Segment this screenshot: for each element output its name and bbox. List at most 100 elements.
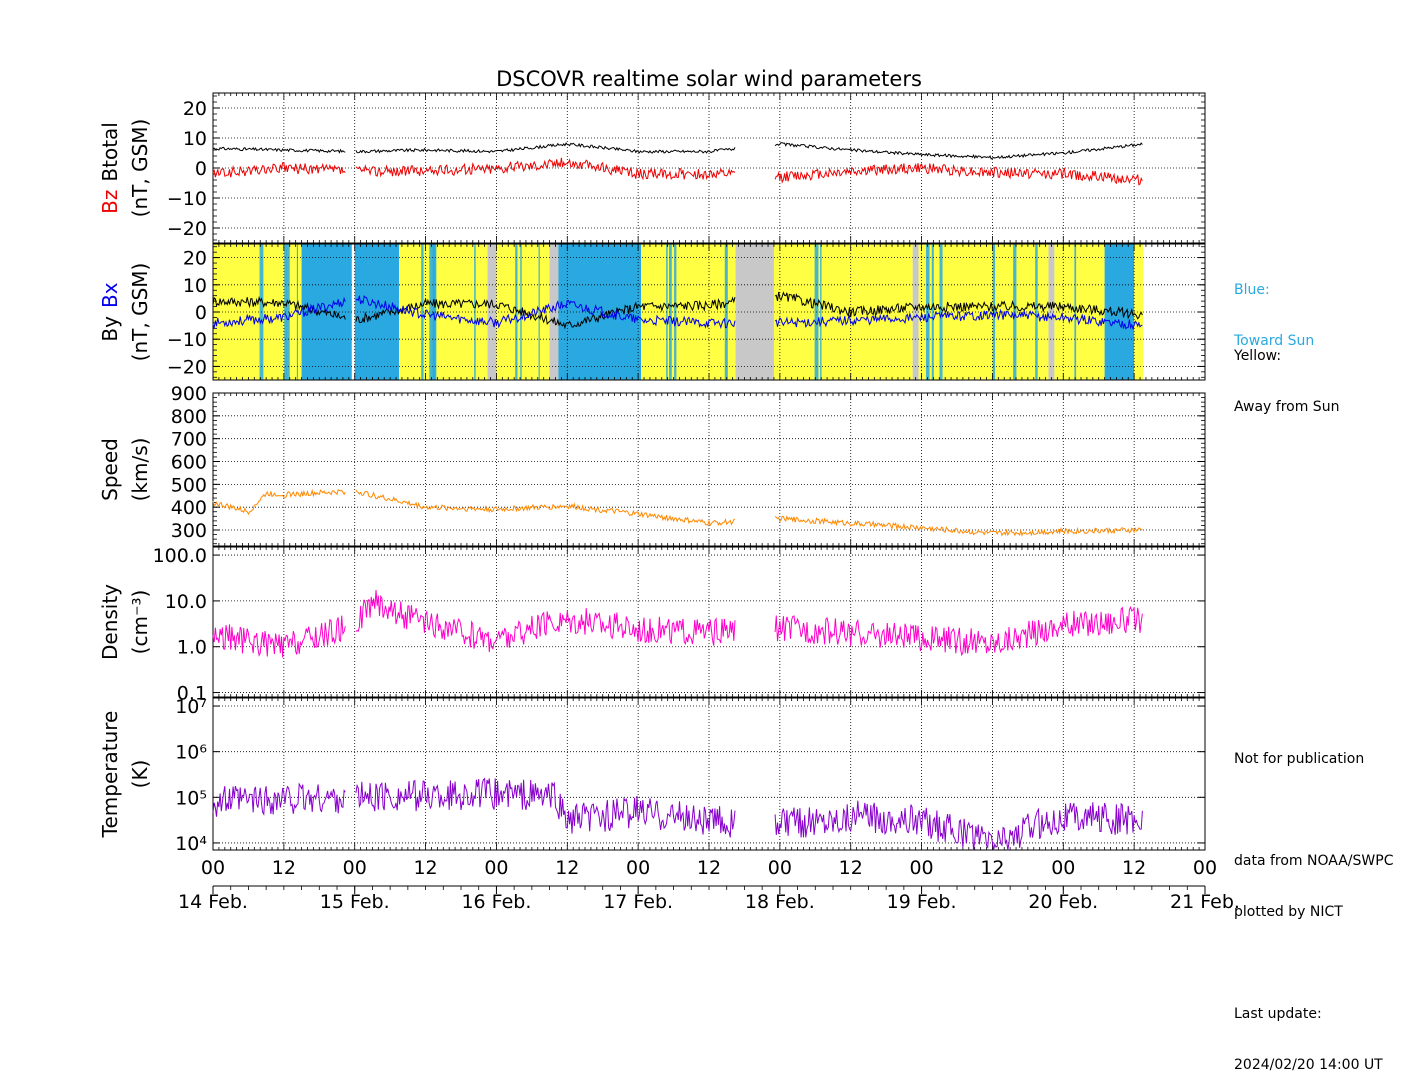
panel-temperature: 10⁷ 10⁶ 10⁵ 10⁴ Temperature (K) bbox=[98, 696, 1206, 855]
y-axis-unit: (km/s) bbox=[128, 438, 152, 502]
x-hour-label: 00 bbox=[768, 857, 792, 879]
credits-note: Not for publication data from NOAA/SWPC … bbox=[1234, 717, 1393, 1091]
sector-stripe bbox=[931, 244, 934, 380]
blue-title: Blue: bbox=[1234, 282, 1270, 298]
y-tick-label: 800 bbox=[171, 406, 207, 428]
sector-stripe bbox=[538, 244, 540, 380]
y-tick-label: 700 bbox=[171, 429, 207, 451]
sector-stripe bbox=[595, 244, 597, 380]
y-tick-label: 10⁵ bbox=[175, 787, 207, 809]
y-axis-unit: (cm⁻³) bbox=[128, 590, 152, 655]
x-hour-label: 12 bbox=[697, 857, 721, 879]
x-hour-label: 12 bbox=[272, 857, 296, 879]
y-tick-label: 0.1 bbox=[177, 683, 207, 705]
y-axis-unit: (nT, GSM) bbox=[128, 119, 152, 218]
series-speed bbox=[212, 488, 1143, 537]
series-density bbox=[212, 589, 1143, 658]
x-hour-label: 12 bbox=[413, 857, 437, 879]
yellow-text: Away from Sun bbox=[1234, 399, 1340, 415]
last-update-value: 2024/02/20 14:00 UT bbox=[1234, 1057, 1383, 1073]
y-axis-label-b: Bx bbox=[98, 282, 122, 308]
last-update-label: Last update: bbox=[1234, 1006, 1322, 1022]
panel-magnetic_field_total: 20 10 0 −10 −20 Bz Btotal (nT, GSM) bbox=[98, 92, 1206, 244]
y-tick-label: −10 bbox=[167, 188, 207, 210]
sector-stripe bbox=[1035, 244, 1038, 380]
x-hour-label: 00 bbox=[1193, 857, 1217, 879]
y-axis-label-a: By bbox=[98, 316, 122, 342]
y-axis-unit: (K) bbox=[128, 760, 152, 789]
y-tick-label: 10⁴ bbox=[175, 833, 207, 855]
x-hour-label: 12 bbox=[980, 857, 1004, 879]
y-tick-label: 10 bbox=[183, 128, 207, 150]
blue-text: Toward Sun bbox=[1234, 333, 1315, 349]
y-tick-label: 0 bbox=[195, 158, 207, 180]
y-axis-label-a: Bz bbox=[98, 190, 122, 214]
x-hour-label: 00 bbox=[1051, 857, 1075, 879]
x-hour-label: 00 bbox=[626, 857, 650, 879]
not-for-publication: Not for publication bbox=[1234, 751, 1365, 767]
yellow-sector-note: Yellow: Away from Sun bbox=[1234, 314, 1339, 433]
series-temperature bbox=[212, 777, 1143, 851]
y-tick-label: 500 bbox=[171, 474, 207, 496]
y-tick-label: 10 bbox=[183, 275, 207, 297]
x-hour-label: 12 bbox=[555, 857, 579, 879]
x-date-label: 17 Feb. bbox=[603, 891, 673, 913]
sector-stripe bbox=[1074, 244, 1077, 380]
y-tick-label: −20 bbox=[167, 218, 207, 240]
x-date-label: 14 Feb. bbox=[178, 891, 248, 913]
panel-magnetic_field_xy: 20 10 0 −10 −20 By Bx (nT, GSM) bbox=[98, 243, 1206, 381]
y-tick-label: 10⁷ bbox=[175, 696, 207, 718]
series-by bbox=[212, 291, 1143, 330]
x-hour-label: 12 bbox=[839, 857, 863, 879]
yellow-title: Yellow: bbox=[1234, 348, 1282, 364]
y-axis-label: Temperature bbox=[98, 711, 122, 839]
y-axis-label: Speed bbox=[98, 438, 122, 501]
x-hour-label: 00 bbox=[909, 857, 933, 879]
sector-band bbox=[1134, 244, 1143, 380]
y-tick-label: 20 bbox=[183, 98, 207, 120]
sector-band bbox=[1048, 244, 1055, 380]
y-axis-label: Density bbox=[98, 584, 122, 660]
x-hour-label: 12 bbox=[1122, 857, 1146, 879]
sector-stripe bbox=[359, 244, 363, 380]
sector-stripe bbox=[669, 244, 672, 380]
x-date-label: 16 Feb. bbox=[461, 891, 531, 913]
x-date-label: 20 Feb. bbox=[1028, 891, 1098, 913]
sector-stripe bbox=[939, 244, 943, 380]
x-date-label: 21 Feb. bbox=[1170, 891, 1240, 913]
y-axis-label: Bz Btotal bbox=[98, 122, 122, 214]
x-hour-label: 00 bbox=[343, 857, 367, 879]
y-tick-label: 1.0 bbox=[177, 637, 207, 659]
sector-stripe bbox=[1113, 244, 1118, 380]
plotted-by: plotted by NICT bbox=[1234, 904, 1343, 920]
sector-band bbox=[549, 244, 559, 380]
sector-stripe bbox=[286, 244, 290, 380]
blue-sector-note: Blue: Toward Sun bbox=[1234, 248, 1314, 367]
y-tick-label: −10 bbox=[167, 329, 207, 351]
x-hour-label: 00 bbox=[201, 857, 225, 879]
data-source: data from NOAA/SWPC bbox=[1234, 853, 1394, 869]
x-hour-label: 00 bbox=[484, 857, 508, 879]
y-tick-label: −20 bbox=[167, 356, 207, 378]
solar-wind-chart: DSCOVR realtime solar wind parameters 20… bbox=[98, 67, 1240, 913]
series-bx bbox=[212, 295, 1143, 331]
sector-stripe bbox=[433, 244, 437, 380]
y-tick-label: 300 bbox=[171, 520, 207, 542]
sector-band bbox=[641, 244, 736, 380]
series-btotal bbox=[212, 142, 1143, 160]
x-date-label: 18 Feb. bbox=[745, 891, 815, 913]
sector-stripe bbox=[621, 244, 624, 380]
y-axis-label: By Bx bbox=[98, 282, 122, 341]
sector-stripe bbox=[421, 244, 424, 380]
series-bz bbox=[212, 157, 1143, 186]
x-date-label: 19 Feb. bbox=[887, 891, 957, 913]
y-tick-label: 0 bbox=[195, 302, 207, 324]
y-tick-label: 400 bbox=[171, 497, 207, 519]
y-tick-label: 10⁶ bbox=[175, 742, 207, 764]
x-date-label: 15 Feb. bbox=[320, 891, 390, 913]
y-tick-label: 100.0 bbox=[153, 545, 207, 567]
sector-stripe bbox=[520, 244, 522, 380]
y-axis-label-b: Btotal bbox=[98, 122, 122, 181]
y-tick-label: 900 bbox=[171, 383, 207, 405]
